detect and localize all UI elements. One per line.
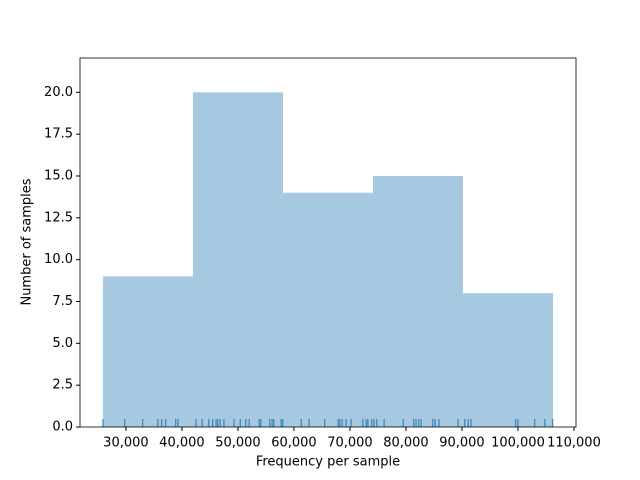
- bar: [282, 192, 373, 427]
- x-tick-label: 30,000: [103, 436, 149, 451]
- y-tick-label: 15.0: [44, 168, 73, 183]
- x-tick-label: 100,000: [491, 436, 545, 451]
- x-tick-label: 40,000: [159, 436, 205, 451]
- x-axis-label: Frequency per sample: [256, 455, 400, 470]
- x-tick-label: 110,000: [547, 436, 601, 451]
- x-tick-label: 90,000: [439, 436, 485, 451]
- y-axis-label: Number of samples: [20, 178, 35, 305]
- y-tick-label: 12.5: [44, 210, 73, 225]
- bar: [462, 293, 553, 427]
- y-tick-label: 7.5: [52, 294, 73, 309]
- y-tick-label: 5.0: [52, 336, 73, 351]
- y-tick-label: 20.0: [44, 85, 73, 100]
- plot-frame: [79, 57, 577, 428]
- y-tick-label: 17.5: [44, 127, 73, 142]
- bar: [372, 175, 463, 427]
- bar: [102, 276, 193, 427]
- y-tick-label: 0.0: [52, 420, 73, 435]
- x-tick-label: 70,000: [327, 436, 373, 451]
- x-tick-label: 60,000: [271, 436, 317, 451]
- y-tick-label: 10.0: [44, 252, 73, 267]
- x-tick-label: 50,000: [215, 436, 261, 451]
- bar: [192, 92, 283, 427]
- y-tick-label: 2.5: [52, 378, 73, 393]
- x-tick-label: 80,000: [383, 436, 429, 451]
